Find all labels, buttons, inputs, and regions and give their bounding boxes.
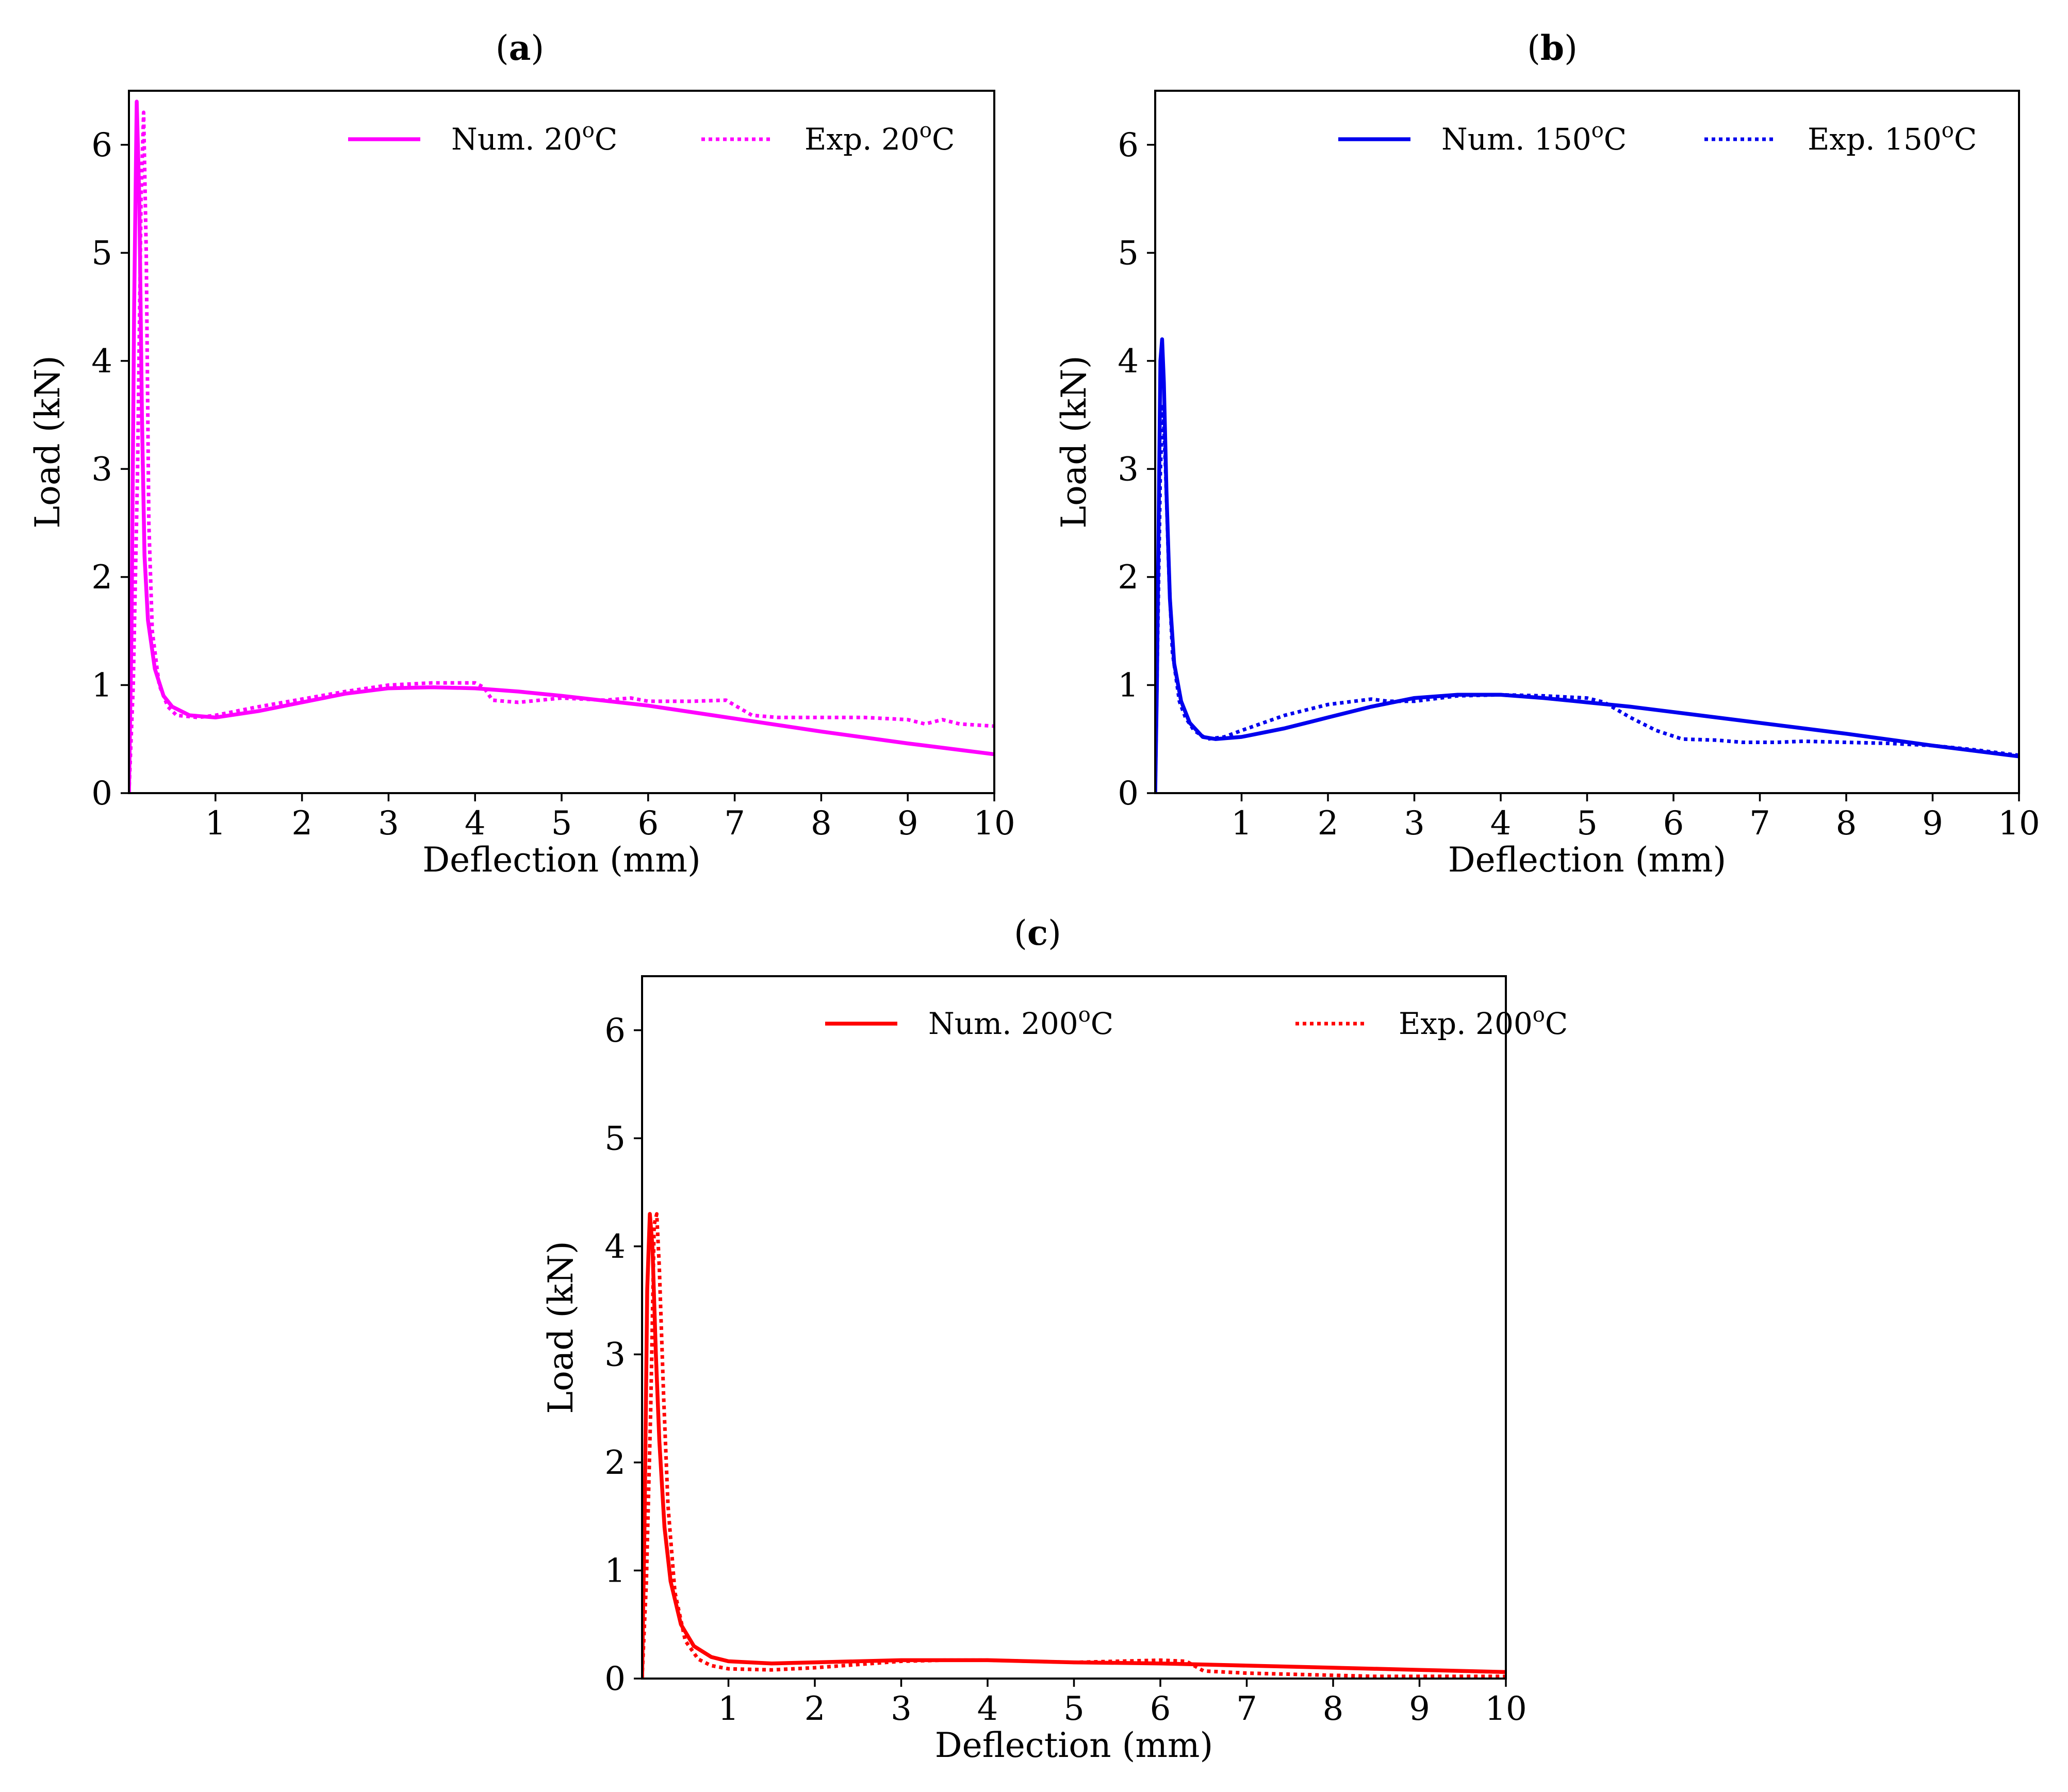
y-tick-label: 6 bbox=[1118, 126, 1139, 165]
y-tick-label: 2 bbox=[1118, 558, 1139, 597]
legend-label: Exp. 150oC bbox=[1808, 119, 1977, 157]
x-tick-label: 5 bbox=[551, 804, 572, 843]
x-tick-label: 1 bbox=[718, 1690, 739, 1728]
x-tick-label: 3 bbox=[378, 804, 399, 843]
y-tick-label: 4 bbox=[1118, 342, 1139, 381]
x-tick-label: 7 bbox=[724, 804, 745, 843]
series-line-numerical bbox=[642, 1212, 1506, 1679]
y-tick-label: 0 bbox=[1118, 775, 1139, 813]
series-line-experimental bbox=[642, 1212, 1506, 1679]
x-tick-label: 6 bbox=[1663, 804, 1684, 843]
legend-label: Num. 150oC bbox=[1441, 119, 1627, 157]
legend-label: Exp. 200oC bbox=[1399, 1003, 1568, 1041]
panel-title: (b) bbox=[1527, 28, 1578, 68]
x-tick-label: 10 bbox=[1485, 1690, 1527, 1728]
x-tick-label: 9 bbox=[1409, 1690, 1430, 1728]
panel-title: (a) bbox=[496, 28, 544, 68]
axes-frame bbox=[128, 90, 995, 794]
x-tick-label: 8 bbox=[1836, 804, 1857, 843]
x-tick-label: 8 bbox=[811, 804, 832, 843]
y-tick-label: 2 bbox=[604, 1444, 626, 1482]
legend: Num. 150oC Exp. 150oC bbox=[1338, 119, 1977, 157]
axes-frame bbox=[1154, 90, 2020, 794]
legend: Num. 200oC Exp. 200oC bbox=[825, 1003, 1568, 1041]
y-tick-label: 3 bbox=[1118, 450, 1139, 488]
x-tick-label: 2 bbox=[1318, 804, 1339, 843]
x-tick-label: 1 bbox=[1231, 804, 1252, 843]
series-line-experimental bbox=[129, 110, 994, 793]
legend-label: Exp. 20oC bbox=[805, 119, 955, 157]
y-tick-label: 0 bbox=[604, 1660, 626, 1698]
y-axis-label: Load (kN) bbox=[1054, 355, 1094, 528]
x-tick-label: 6 bbox=[637, 804, 659, 843]
x-axis-label: Deflection (mm) bbox=[422, 840, 701, 880]
y-tick-label: 3 bbox=[604, 1336, 626, 1374]
y-axis-label: Load (kN) bbox=[541, 1241, 581, 1413]
y-tick-label: 2 bbox=[91, 558, 112, 597]
x-tick-label: 8 bbox=[1323, 1690, 1344, 1728]
x-tick-label: 9 bbox=[897, 804, 918, 843]
y-tick-label: 1 bbox=[91, 666, 112, 704]
y-tick-label: 1 bbox=[604, 1552, 626, 1590]
series-line-experimental bbox=[1155, 402, 2019, 793]
x-tick-label: 2 bbox=[805, 1690, 826, 1728]
x-tick-label: 5 bbox=[1063, 1690, 1085, 1728]
legend-label: Num. 200oC bbox=[928, 1003, 1113, 1041]
x-tick-label: 5 bbox=[1577, 804, 1598, 843]
x-tick-label: 6 bbox=[1150, 1690, 1171, 1728]
x-tick-label: 3 bbox=[1404, 804, 1425, 843]
x-tick-label: 7 bbox=[1236, 1690, 1257, 1728]
y-tick-label: 6 bbox=[91, 126, 112, 165]
x-axis-label: Deflection (mm) bbox=[1448, 840, 1727, 880]
y-tick-label: 5 bbox=[91, 234, 112, 272]
x-tick-label: 4 bbox=[977, 1690, 998, 1728]
x-tick-label: 4 bbox=[465, 804, 486, 843]
x-tick-label: 7 bbox=[1749, 804, 1770, 843]
panel-title: (c) bbox=[1014, 913, 1061, 953]
x-tick-label: 3 bbox=[891, 1690, 912, 1728]
y-tick-label: 5 bbox=[1118, 234, 1139, 272]
x-tick-label: 10 bbox=[1998, 804, 2040, 843]
y-tick-label: 5 bbox=[604, 1120, 626, 1158]
y-tick-label: 6 bbox=[604, 1012, 626, 1050]
legend: Num. 20oC Exp. 20oC bbox=[348, 119, 955, 157]
x-tick-label: 1 bbox=[205, 804, 226, 843]
x-axis-label: Deflection (mm) bbox=[935, 1725, 1213, 1765]
series-line-numerical bbox=[1155, 337, 2019, 793]
x-tick-label: 4 bbox=[1490, 804, 1512, 843]
x-tick-label: 9 bbox=[1922, 804, 1943, 843]
y-tick-label: 4 bbox=[91, 342, 112, 381]
y-tick-label: 4 bbox=[604, 1228, 626, 1266]
legend-label: Num. 20oC bbox=[451, 119, 617, 157]
y-axis-label: Load (kN) bbox=[28, 355, 68, 528]
x-tick-label: 10 bbox=[973, 804, 1015, 843]
y-tick-label: 3 bbox=[91, 450, 112, 488]
x-tick-label: 2 bbox=[291, 804, 313, 843]
axes-frame bbox=[641, 975, 1507, 1680]
series-line-numerical bbox=[129, 100, 994, 793]
y-tick-label: 1 bbox=[1118, 666, 1139, 704]
y-tick-label: 0 bbox=[91, 775, 112, 813]
